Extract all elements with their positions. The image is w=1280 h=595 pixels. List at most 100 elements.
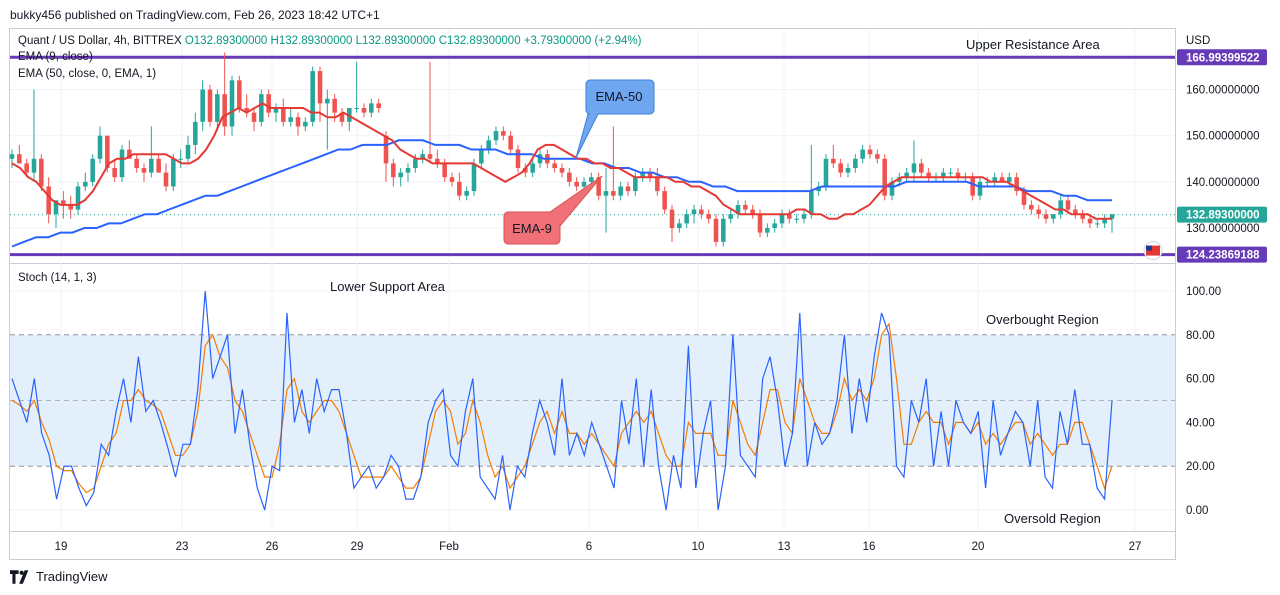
candle-body <box>633 177 638 192</box>
candle-body <box>149 158 154 173</box>
candle-body <box>794 218 799 220</box>
candle-body <box>53 200 59 215</box>
candle-body <box>1102 218 1107 224</box>
candle-body <box>1073 209 1078 215</box>
resistance-price-tag-box <box>1177 49 1267 66</box>
candle-body <box>75 186 81 210</box>
candle-body <box>427 154 433 159</box>
candle-body <box>398 172 403 178</box>
candle-body <box>640 172 645 178</box>
candle-body <box>112 168 117 178</box>
stoch-axis-tick: 60.00 <box>1186 374 1215 386</box>
time-axis-tick: 10 <box>692 541 705 553</box>
ema9-callout-label: EMA-9 <box>512 221 552 236</box>
candle-body <box>332 98 337 113</box>
price-axis-tick: 140.00000000 <box>1186 177 1260 189</box>
candle-body <box>1007 177 1012 182</box>
publisher-line: bukky456 published on TradingView.com, F… <box>10 8 380 22</box>
candle-body <box>611 191 616 196</box>
candle-body <box>809 191 814 215</box>
candle-body <box>501 131 506 136</box>
candle-body <box>1080 214 1085 219</box>
candle-body <box>449 177 455 182</box>
price-axis-tick: 160.00000000 <box>1186 85 1260 97</box>
candle-body <box>691 209 697 215</box>
candle-body <box>303 121 308 127</box>
candle-body <box>589 177 594 182</box>
candle-body <box>1095 223 1100 225</box>
candle-body <box>127 149 132 159</box>
stoch-axis-tick: 80.00 <box>1186 330 1215 342</box>
candle-body <box>721 218 726 242</box>
candle-body <box>178 158 183 160</box>
candle-body <box>31 158 37 173</box>
ohlc-close: C132.89300000 <box>438 35 521 47</box>
candle-body <box>530 163 535 173</box>
ema9-callout-box <box>503 175 603 245</box>
candle-body <box>185 144 191 159</box>
time-axis-tick: 13 <box>778 541 791 553</box>
candle-body <box>508 135 513 150</box>
candle-body <box>251 112 257 122</box>
tradingview-brand[interactable]: TradingView <box>10 569 108 584</box>
price-levels <box>10 55 1175 467</box>
symbol-legend[interactable]: Quant / US Dollar, 4h, BITTREX O132.8930… <box>18 35 641 47</box>
candle-body <box>61 200 66 205</box>
stoch-legend[interactable]: Stoch (14, 1, 3) <box>18 272 97 284</box>
stoch-axis-tick: 100.00 <box>1186 286 1221 298</box>
upper-resistance-label: Upper Resistance Area <box>966 37 1100 52</box>
candle-body <box>486 140 491 150</box>
candle-body <box>765 228 770 233</box>
candles <box>9 52 1115 247</box>
candle-body <box>801 214 807 219</box>
candle-body <box>699 209 704 215</box>
last-price-tag: 132.89300000 <box>1186 210 1260 222</box>
candle-body <box>772 223 777 228</box>
candle-body <box>193 121 198 145</box>
candle-body <box>97 135 103 159</box>
candle-body <box>229 80 235 127</box>
candle-body <box>435 158 440 164</box>
support-price-tag: 124.23869188 <box>1186 250 1260 262</box>
candle-body <box>200 89 205 122</box>
time-axis-tick: 6 <box>586 541 592 553</box>
candle-body <box>970 177 975 196</box>
candle-body <box>618 186 623 196</box>
candle-body <box>523 168 528 173</box>
candle-body <box>105 135 110 169</box>
candle-body <box>853 158 858 169</box>
candle-body <box>1051 214 1056 219</box>
ohlc-high: H132.89300000 <box>270 35 353 47</box>
candle-body <box>867 149 873 155</box>
candle-body <box>845 168 851 173</box>
candle-body <box>215 94 220 122</box>
candle-body <box>662 191 667 210</box>
candle-body <box>596 177 601 196</box>
candle-body <box>134 158 139 169</box>
ema-slow-legend[interactable]: EMA (50, close, 0, EMA, 1) <box>18 68 157 80</box>
ema-fast-legend[interactable]: EMA (9, close) <box>18 51 93 63</box>
ema-lines <box>11 102 1112 248</box>
price-change: +3.79300000 (+2.94%) <box>523 35 642 47</box>
candle-body <box>831 158 836 164</box>
candle-body <box>361 108 367 113</box>
candle-body <box>655 177 660 192</box>
overbought-label: Overbought Region <box>986 312 1099 327</box>
candle-body <box>457 181 462 196</box>
candle-body <box>735 204 741 215</box>
time-axis-tick: 20 <box>972 541 985 553</box>
candle-body <box>493 131 499 141</box>
candle-body <box>354 108 359 110</box>
candle-body <box>1021 191 1027 205</box>
candle-body <box>904 172 909 178</box>
candle-body <box>317 71 323 104</box>
pane-separator[interactable] <box>9 263 1176 264</box>
ema50-callout-label: EMA-50 <box>596 89 643 104</box>
candle-body <box>948 172 953 174</box>
candle-body <box>383 135 389 164</box>
stoch-axis-tick: 0.00 <box>1186 505 1208 517</box>
stoch-d-line <box>11 322 1113 494</box>
candle-body <box>1029 204 1034 210</box>
candle-body <box>405 168 411 173</box>
